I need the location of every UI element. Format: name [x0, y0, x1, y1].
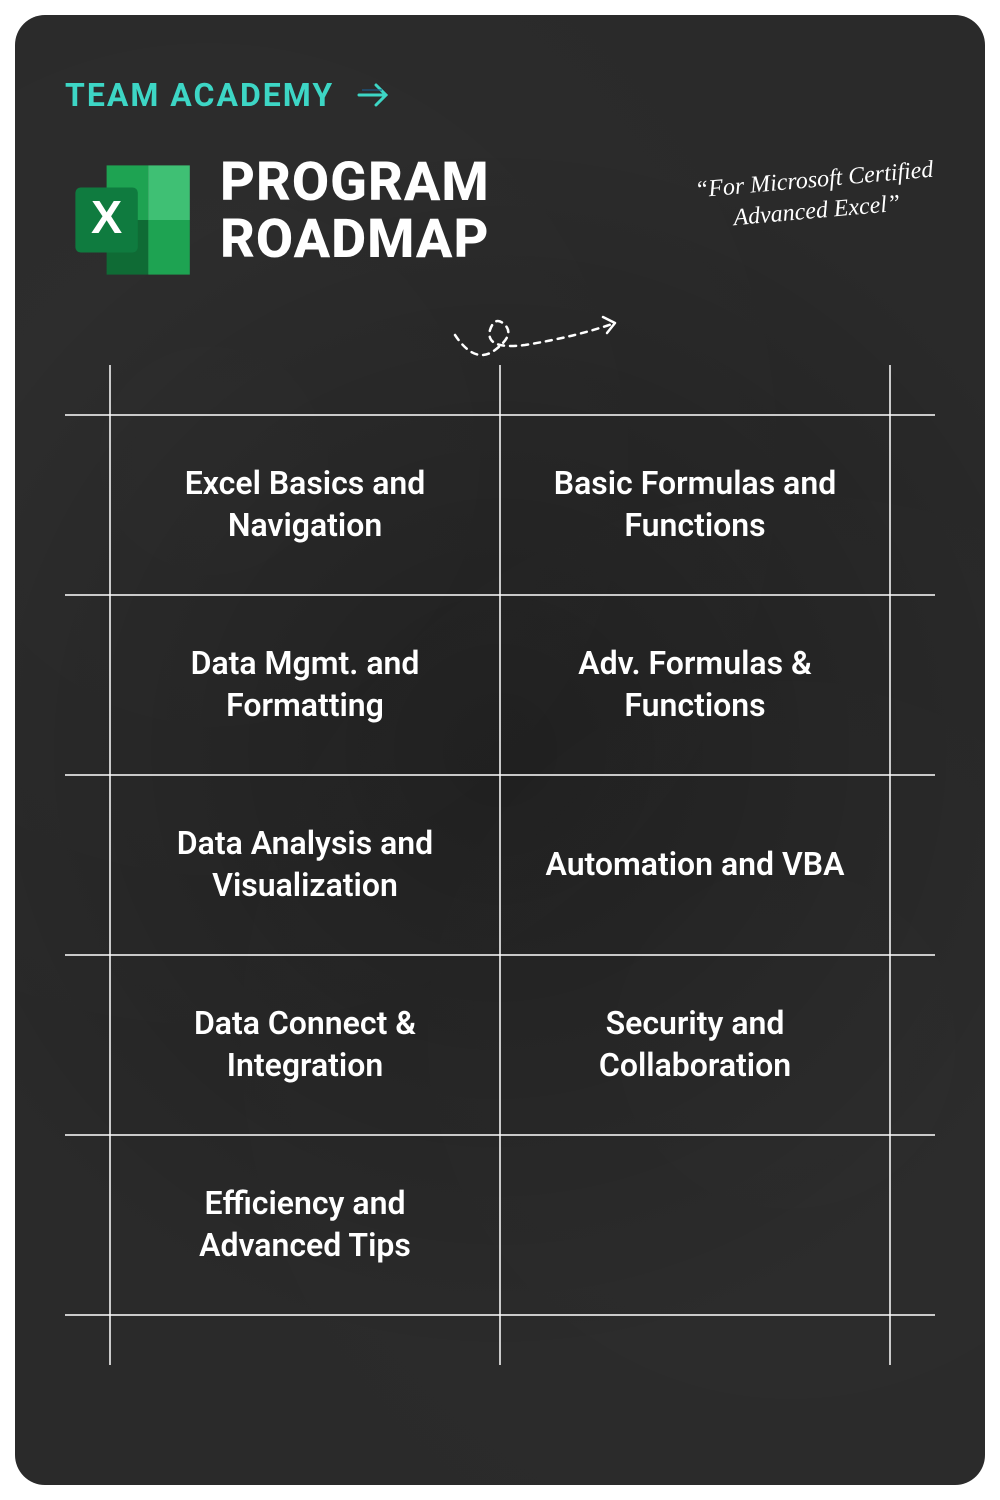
grid-cell: Automation and VBA: [500, 775, 890, 955]
brand-row: TEAM ACADEMY: [65, 75, 935, 115]
title-line1: PROGRAM: [220, 155, 490, 212]
cell-text: Efficiency and Advanced Tips: [140, 1183, 470, 1266]
brand-name: TEAM ACADEMY: [65, 76, 334, 114]
svg-text:X: X: [91, 191, 122, 243]
cell-text: Security and Collaboration: [530, 1003, 860, 1086]
cell-text: Adv. Formulas & Functions: [530, 643, 860, 726]
grid-cell: Data Mgmt. and Formatting: [110, 595, 500, 775]
title-line2: ROADMAP: [220, 212, 490, 269]
grid-cell: Data Connect & Integration: [110, 955, 500, 1135]
title-block: PROGRAM ROADMAP: [220, 155, 490, 268]
cell-text: Data Analysis and Visualization: [140, 823, 470, 906]
cell-text: Basic Formulas and Functions: [530, 463, 860, 546]
cell-text: Excel Basics and Navigation: [140, 463, 470, 546]
header-row: X PROGRAM ROADMAP “For Microsoft Certifi…: [65, 155, 935, 285]
grid-cells: Excel Basics and Navigation Basic Formul…: [110, 415, 890, 1315]
grid-cell: Data Analysis and Visualization: [110, 775, 500, 955]
grid-cell: Excel Basics and Navigation: [110, 415, 500, 595]
excel-icon: X: [65, 155, 195, 285]
cell-text: Data Mgmt. and Formatting: [140, 643, 470, 726]
grid-cell: Basic Formulas and Functions: [500, 415, 890, 595]
grid-cell: Security and Collaboration: [500, 955, 890, 1135]
grid-cell: Adv. Formulas & Functions: [500, 595, 890, 775]
grid-cell: Efficiency and Advanced Tips: [110, 1135, 500, 1315]
cell-text: Automation and VBA: [546, 844, 845, 886]
grid-cell: [500, 1135, 890, 1315]
subtitle: “For Microsoft Certified Advanced Excel”: [694, 155, 938, 238]
cell-text: Data Connect & Integration: [140, 1003, 470, 1086]
roadmap-card: TEAM ACADEMY X PROGRAM ROADMAP “For Micr…: [15, 15, 985, 1485]
brand-arrow-icon: [354, 75, 394, 115]
roadmap-grid: Excel Basics and Navigation Basic Formul…: [65, 365, 935, 1365]
